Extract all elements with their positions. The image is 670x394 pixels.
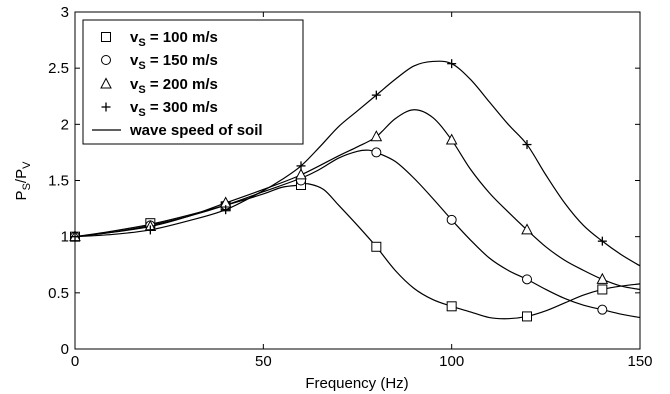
- legend: vS = 100 m/svS = 150 m/svS = 200 m/svS =…: [82, 19, 304, 145]
- data-point-circle: [371, 147, 382, 158]
- y-axis-label-sep: /P: [13, 169, 30, 183]
- x-tick-label: 100: [439, 353, 464, 370]
- y-axis-label-main: P: [13, 190, 30, 200]
- legend-label: vS = 100 m/s: [130, 29, 218, 49]
- legend-entry: vS = 150 m/s: [101, 52, 218, 72]
- legend-entry: vS = 200 m/s: [100, 76, 218, 96]
- data-point-triangle: [521, 223, 533, 235]
- data-point-circle: [522, 274, 532, 285]
- data-point-square: [446, 301, 457, 312]
- y-axis-label: PS/PV: [13, 161, 33, 201]
- data-point-plus: [221, 205, 231, 215]
- legend-label-sub: S: [138, 84, 145, 96]
- data-point-circle: [597, 304, 608, 315]
- data-point-plus: [522, 140, 532, 150]
- y-tick-label: 1: [61, 229, 69, 246]
- legend-marker-circle: [101, 55, 111, 65]
- y-tick-label: 2: [61, 116, 69, 133]
- legend-label-rest: = 150 m/s: [146, 52, 218, 69]
- legend-label-rest: = 300 m/s: [146, 99, 218, 116]
- data-point-plus: [296, 161, 306, 171]
- ticks-layer: 0 50 100 150 0 0.5 1 1.5 2 2.5 3: [48, 4, 652, 370]
- data-point-triangle: [596, 272, 609, 284]
- x-tick-label: 50: [255, 353, 272, 370]
- legend-marker-square: [101, 32, 111, 42]
- x-axis-label: Frequency (Hz): [305, 375, 408, 392]
- legend-entry: vS = 300 m/s: [101, 99, 218, 119]
- y-axis-label-sub1: S: [21, 183, 33, 190]
- series-plus: [70, 59, 641, 267]
- legend-label-rest: = 200 m/s: [146, 76, 218, 93]
- legend-label: vS = 200 m/s: [130, 76, 218, 96]
- data-point-plus: [447, 59, 457, 69]
- legend-entry: wave speed of soil: [92, 122, 263, 139]
- data-point-square: [597, 284, 608, 295]
- legend-marker-plus: [101, 102, 111, 112]
- data-point-plus: [145, 225, 155, 235]
- data-point-plus: [597, 236, 607, 246]
- data-point-plus: [371, 90, 381, 100]
- legend-label-main: v: [130, 52, 139, 69]
- data-point-triangle: [370, 130, 383, 142]
- x-tick-label: 150: [627, 353, 652, 370]
- series-line: [74, 60, 641, 267]
- legend-label-sub: S: [138, 37, 145, 49]
- legend-label-rest: = 100 m/s: [146, 29, 218, 46]
- legend-label-sub: S: [138, 107, 145, 119]
- legend-label: vS = 150 m/s: [130, 52, 218, 72]
- legend-label: wave speed of soil: [129, 122, 263, 139]
- y-tick-label: 0: [61, 341, 69, 358]
- y-tick-label: 1.5: [48, 173, 69, 190]
- legend-marker-triangle: [100, 77, 112, 89]
- series-layer: [69, 59, 641, 322]
- data-point-square: [522, 311, 532, 322]
- y-axis-label-sub2: V: [21, 161, 33, 169]
- data-point-triangle: [295, 168, 307, 180]
- legend-label-main: v: [130, 29, 139, 46]
- legend-entries: vS = 100 m/svS = 150 m/svS = 200 m/svS =…: [92, 29, 263, 139]
- y-tick-label: 0.5: [48, 285, 69, 302]
- legend-label-main: wave speed of soil: [129, 122, 263, 139]
- y-tick-label: 3: [61, 4, 69, 21]
- x-tick-label: 0: [71, 353, 79, 370]
- legend-box: [82, 19, 304, 145]
- legend-label: vS = 300 m/s: [130, 99, 218, 119]
- legend-label-main: v: [130, 99, 139, 116]
- legend-label-sub: S: [138, 60, 145, 72]
- data-point-square: [371, 241, 382, 252]
- legend-label-main: v: [130, 76, 139, 93]
- data-point-circle: [446, 214, 457, 225]
- y-tick-label: 2.5: [48, 60, 69, 77]
- data-point-triangle: [445, 133, 458, 145]
- series-line: [74, 183, 641, 320]
- legend-entry: vS = 100 m/s: [101, 29, 218, 49]
